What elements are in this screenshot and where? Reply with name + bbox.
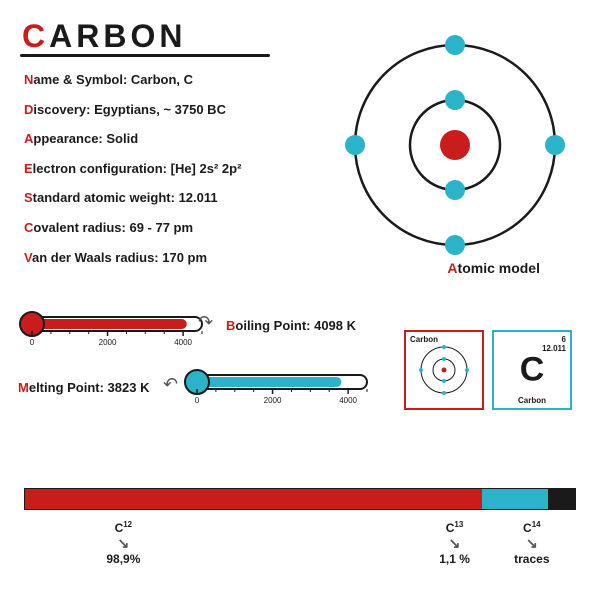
arrow-icon: ↶: [163, 374, 178, 395]
arrow-icon: ↷: [198, 312, 213, 333]
isotope-label: C12↘98,9%: [106, 520, 140, 566]
svg-text:0: 0: [30, 338, 35, 347]
svg-text:2000: 2000: [99, 338, 117, 347]
title-first-letter: C: [22, 18, 49, 54]
svg-text:4000: 4000: [339, 396, 357, 405]
atomic-model-diagram: [340, 30, 570, 260]
isotope-label: C13↘1,1 %: [439, 520, 470, 566]
svg-text:0: 0: [195, 396, 200, 405]
isotope-labels: C12↘98,9% C13↘1,1 % C14↘traces: [24, 520, 576, 570]
properties-list: Name & Symbol: Carbon, C Discovery: Egypt…: [24, 72, 344, 279]
element-card: 612.011 C Carbon: [492, 330, 572, 410]
svg-text:4000: 4000: [174, 338, 192, 347]
isotope-bar: [24, 488, 576, 510]
property-row: Electron configuration: [He] 2s² 2p²: [24, 161, 344, 177]
title-underline: [20, 54, 270, 57]
isotope-segment: [548, 489, 576, 509]
isotope-segment: [25, 489, 482, 509]
property-row: Covalent radius: 69 - 77 pm: [24, 220, 344, 236]
melting-thermometer: Melting Point: 3823 K ↶ 020004000: [18, 368, 378, 418]
thermometer-section: 020004000 ↷ Boiling Point: 4098 K Meltin…: [18, 310, 378, 424]
svg-text:2000: 2000: [264, 396, 282, 405]
isotope-label: C14↘traces: [514, 520, 549, 566]
title-rest: ARBON: [49, 18, 186, 54]
atomic-model-label: Atomic model: [447, 260, 540, 276]
mini-cards: Carbon 612.011 C Carbon: [404, 330, 572, 410]
property-row: Discovery: Egyptians, ~ 3750 BC: [24, 102, 344, 118]
property-row: Van der Waals radius: 170 pm: [24, 250, 344, 266]
isotope-segment: [482, 489, 548, 509]
element-card: Carbon: [404, 330, 484, 410]
boiling-thermometer: 020004000 ↷ Boiling Point: 4098 K: [18, 310, 378, 360]
property-row: Standard atomic weight: 12.011: [24, 190, 344, 206]
property-row: Name & Symbol: Carbon, C: [24, 72, 344, 88]
page-title: CARBON: [22, 18, 186, 55]
property-row: Appearance: Solid: [24, 131, 344, 147]
